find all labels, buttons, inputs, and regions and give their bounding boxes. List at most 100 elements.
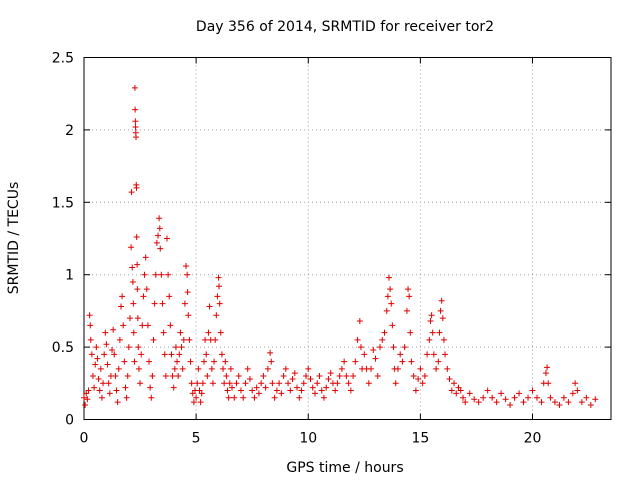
data-point xyxy=(190,399,197,406)
data-point xyxy=(149,373,156,380)
data-point xyxy=(242,380,249,387)
data-point xyxy=(547,394,554,401)
data-point xyxy=(84,396,91,403)
data-point xyxy=(193,394,200,401)
data-point xyxy=(132,124,139,131)
data-point xyxy=(93,344,100,351)
data-point xyxy=(217,329,224,336)
data-point xyxy=(183,263,190,270)
y-tick-label: 0 xyxy=(65,413,74,429)
data-point xyxy=(146,358,153,365)
data-point xyxy=(206,303,213,310)
x-axis-label: GPS time / hours xyxy=(286,460,403,476)
y-tick-label: 1.5 xyxy=(52,195,74,211)
x-tick-label: 20 xyxy=(524,431,542,447)
data-point xyxy=(116,336,123,343)
data-point xyxy=(574,387,581,394)
data-point xyxy=(538,399,545,406)
data-point xyxy=(176,351,183,358)
data-point xyxy=(218,351,225,358)
data-point xyxy=(433,365,440,372)
data-point xyxy=(565,399,572,406)
data-point xyxy=(103,341,110,348)
data-point xyxy=(569,390,576,397)
data-point xyxy=(216,300,223,307)
data-point xyxy=(105,380,112,387)
data-point xyxy=(132,118,139,125)
data-point xyxy=(87,336,94,343)
data-point xyxy=(314,380,321,387)
data-point xyxy=(556,402,563,409)
data-point xyxy=(169,373,176,380)
axis-ticks: 0 0.5 1 1.5 2 2.5 0 5 10 15 20 xyxy=(52,51,611,447)
data-point xyxy=(368,365,375,372)
data-point xyxy=(85,387,92,394)
data-point xyxy=(291,370,298,377)
data-point xyxy=(133,134,140,141)
data-point xyxy=(82,402,89,409)
data-point xyxy=(227,365,234,372)
data-point xyxy=(131,84,138,91)
data-point xyxy=(300,380,307,387)
data-point xyxy=(221,380,228,387)
data-point xyxy=(133,234,140,241)
data-point xyxy=(212,336,219,343)
data-point xyxy=(475,399,482,406)
data-point xyxy=(165,271,172,278)
data-point xyxy=(446,375,453,382)
data-point xyxy=(459,394,466,401)
data-point xyxy=(392,380,399,387)
data-point xyxy=(453,390,460,397)
data-point xyxy=(294,384,301,391)
data-point xyxy=(139,322,146,329)
data-point xyxy=(511,394,518,401)
x-tick-label: 10 xyxy=(299,431,317,447)
data-point xyxy=(572,380,579,387)
data-point xyxy=(410,373,417,380)
data-point xyxy=(268,358,275,365)
data-point xyxy=(156,225,163,232)
data-point xyxy=(381,329,388,336)
data-point xyxy=(147,384,154,391)
data-point xyxy=(214,293,221,300)
data-point xyxy=(131,358,138,365)
data-point xyxy=(157,245,164,252)
data-point xyxy=(144,322,151,329)
data-point xyxy=(484,387,491,394)
data-point xyxy=(255,390,262,397)
data-point xyxy=(89,373,96,380)
data-point xyxy=(352,358,359,365)
data-point xyxy=(529,387,536,394)
data-point xyxy=(426,336,433,343)
data-point xyxy=(435,358,442,365)
data-point xyxy=(408,358,415,365)
data-point xyxy=(88,351,95,358)
data-point xyxy=(208,365,215,372)
data-point xyxy=(462,399,469,406)
data-point xyxy=(438,297,445,304)
data-point xyxy=(133,184,140,191)
data-point xyxy=(115,365,122,372)
data-point xyxy=(318,387,325,394)
data-point xyxy=(397,351,404,358)
data-point xyxy=(544,364,551,371)
data-point xyxy=(98,394,105,401)
x-tick-label: 5 xyxy=(192,431,201,447)
plot-area-frame xyxy=(83,57,612,420)
data-point xyxy=(439,315,446,322)
data-point xyxy=(323,384,330,391)
data-point xyxy=(231,394,238,401)
data-point xyxy=(394,365,401,372)
data-point xyxy=(121,358,128,365)
data-point xyxy=(440,336,447,343)
data-point xyxy=(204,373,211,380)
data-point xyxy=(142,254,149,261)
y-tick-label: 0.5 xyxy=(52,340,74,356)
data-point xyxy=(150,336,157,343)
data-point xyxy=(178,344,185,351)
data-point xyxy=(264,365,271,372)
y-tick-label: 2 xyxy=(65,123,74,139)
data-point xyxy=(516,390,523,397)
data-point xyxy=(135,344,142,351)
